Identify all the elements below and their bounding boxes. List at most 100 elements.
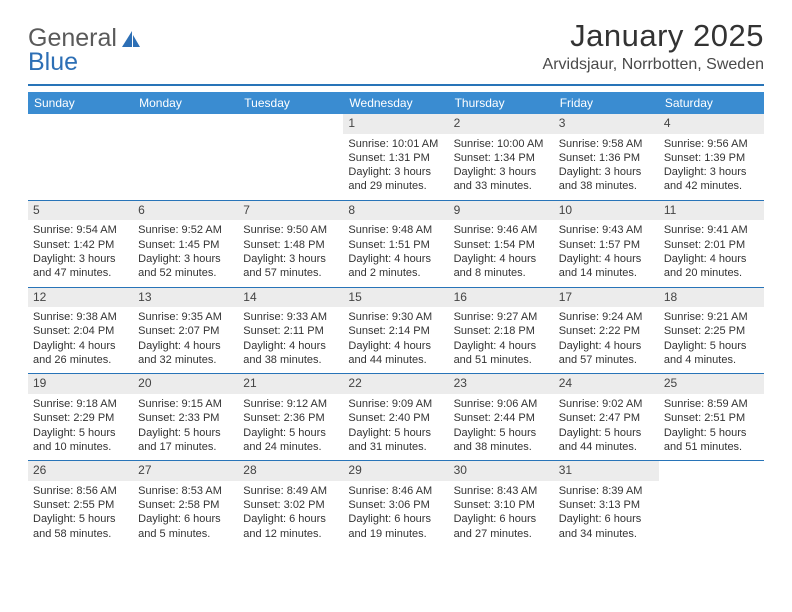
day-number: 6 (133, 201, 238, 221)
sunset-text: Sunset: 1:51 PM (348, 238, 443, 252)
daylight-text: Daylight: 3 hours and 47 minutes. (33, 252, 128, 281)
logo-text-2: Blue (28, 48, 78, 77)
calendar-day-cell: 31Sunrise: 8:39 AMSunset: 3:13 PMDayligh… (554, 461, 659, 547)
daylight-text: Daylight: 3 hours and 57 minutes. (243, 252, 338, 281)
day-number: 7 (238, 201, 343, 221)
sunrise-text: Sunrise: 9:30 AM (348, 310, 443, 324)
calendar-day-cell: 5Sunrise: 9:54 AMSunset: 1:42 PMDaylight… (28, 200, 133, 287)
sunrise-text: Sunrise: 8:56 AM (33, 484, 128, 498)
day-number: 24 (554, 374, 659, 394)
day-number: 2 (449, 114, 554, 134)
day-details: Sunrise: 9:33 AMSunset: 2:11 PMDaylight:… (242, 310, 339, 367)
sunset-text: Sunset: 1:48 PM (243, 238, 338, 252)
sunset-text: Sunset: 2:51 PM (664, 411, 759, 425)
sunset-text: Sunset: 3:02 PM (243, 498, 338, 512)
sunset-text: Sunset: 2:14 PM (348, 324, 443, 338)
weekday-header: Friday (554, 92, 659, 114)
weekday-header: Wednesday (343, 92, 448, 114)
sunrise-text: Sunrise: 9:48 AM (348, 223, 443, 237)
day-details: Sunrise: 9:09 AMSunset: 2:40 PMDaylight:… (347, 397, 444, 454)
calendar-day-cell (28, 114, 133, 200)
weekday-header: Sunday (28, 92, 133, 114)
sunrise-text: Sunrise: 8:46 AM (348, 484, 443, 498)
daylight-text: Daylight: 4 hours and 57 minutes. (559, 339, 654, 368)
sunrise-text: Sunrise: 9:21 AM (664, 310, 759, 324)
day-details: Sunrise: 9:12 AMSunset: 2:36 PMDaylight:… (242, 397, 339, 454)
day-details: Sunrise: 9:27 AMSunset: 2:18 PMDaylight:… (453, 310, 550, 367)
sunrise-text: Sunrise: 9:38 AM (33, 310, 128, 324)
calendar-day-cell (133, 114, 238, 200)
sunset-text: Sunset: 2:44 PM (454, 411, 549, 425)
day-details: Sunrise: 8:43 AMSunset: 3:10 PMDaylight:… (453, 484, 550, 541)
day-details: Sunrise: 9:54 AMSunset: 1:42 PMDaylight:… (32, 223, 129, 280)
weekday-header: Saturday (659, 92, 764, 114)
day-details: Sunrise: 10:00 AMSunset: 1:34 PMDaylight… (453, 137, 550, 194)
daylight-text: Daylight: 5 hours and 17 minutes. (138, 426, 233, 455)
calendar-day-cell: 12Sunrise: 9:38 AMSunset: 2:04 PMDayligh… (28, 287, 133, 374)
sunset-text: Sunset: 3:13 PM (559, 498, 654, 512)
daylight-text: Daylight: 4 hours and 32 minutes. (138, 339, 233, 368)
day-number: 16 (449, 288, 554, 308)
sunrise-text: Sunrise: 9:35 AM (138, 310, 233, 324)
sunset-text: Sunset: 2:47 PM (559, 411, 654, 425)
day-details: Sunrise: 9:21 AMSunset: 2:25 PMDaylight:… (663, 310, 760, 367)
sunrise-text: Sunrise: 9:18 AM (33, 397, 128, 411)
logo-sail-icon (120, 29, 142, 49)
sunrise-text: Sunrise: 8:53 AM (138, 484, 233, 498)
day-number: 29 (343, 461, 448, 481)
daylight-text: Daylight: 6 hours and 34 minutes. (559, 512, 654, 541)
sunrise-text: Sunrise: 8:59 AM (664, 397, 759, 411)
calendar-day-cell: 13Sunrise: 9:35 AMSunset: 2:07 PMDayligh… (133, 287, 238, 374)
calendar-week-row: 5Sunrise: 9:54 AMSunset: 1:42 PMDaylight… (28, 200, 764, 287)
weekday-header: Monday (133, 92, 238, 114)
day-number: 18 (659, 288, 764, 308)
calendar-day-cell: 26Sunrise: 8:56 AMSunset: 2:55 PMDayligh… (28, 461, 133, 547)
day-number: 4 (659, 114, 764, 134)
sunset-text: Sunset: 2:58 PM (138, 498, 233, 512)
calendar-day-cell: 7Sunrise: 9:50 AMSunset: 1:48 PMDaylight… (238, 200, 343, 287)
day-details: Sunrise: 9:41 AMSunset: 2:01 PMDaylight:… (663, 223, 760, 280)
calendar-day-cell: 10Sunrise: 9:43 AMSunset: 1:57 PMDayligh… (554, 200, 659, 287)
day-details: Sunrise: 9:52 AMSunset: 1:45 PMDaylight:… (137, 223, 234, 280)
weekday-header: Thursday (449, 92, 554, 114)
day-number: 31 (554, 461, 659, 481)
day-details: Sunrise: 9:30 AMSunset: 2:14 PMDaylight:… (347, 310, 444, 367)
day-details: Sunrise: 9:15 AMSunset: 2:33 PMDaylight:… (137, 397, 234, 454)
day-details: Sunrise: 9:38 AMSunset: 2:04 PMDaylight:… (32, 310, 129, 367)
sunrise-text: Sunrise: 9:43 AM (559, 223, 654, 237)
daylight-text: Daylight: 4 hours and 8 minutes. (454, 252, 549, 281)
calendar-week-row: 19Sunrise: 9:18 AMSunset: 2:29 PMDayligh… (28, 374, 764, 461)
daylight-text: Daylight: 6 hours and 27 minutes. (454, 512, 549, 541)
sunrise-text: Sunrise: 9:12 AM (243, 397, 338, 411)
day-number: 11 (659, 201, 764, 221)
day-details: Sunrise: 8:56 AMSunset: 2:55 PMDaylight:… (32, 484, 129, 541)
sunset-text: Sunset: 1:42 PM (33, 238, 128, 252)
calendar-day-cell: 20Sunrise: 9:15 AMSunset: 2:33 PMDayligh… (133, 374, 238, 461)
daylight-text: Daylight: 4 hours and 38 minutes. (243, 339, 338, 368)
calendar-day-cell: 23Sunrise: 9:06 AMSunset: 2:44 PMDayligh… (449, 374, 554, 461)
sunrise-text: Sunrise: 9:54 AM (33, 223, 128, 237)
sunset-text: Sunset: 2:04 PM (33, 324, 128, 338)
sunrise-text: Sunrise: 8:49 AM (243, 484, 338, 498)
daylight-text: Daylight: 3 hours and 52 minutes. (138, 252, 233, 281)
day-number: 12 (28, 288, 133, 308)
calendar-day-cell: 27Sunrise: 8:53 AMSunset: 2:58 PMDayligh… (133, 461, 238, 547)
calendar-day-cell: 29Sunrise: 8:46 AMSunset: 3:06 PMDayligh… (343, 461, 448, 547)
calendar-day-cell: 1Sunrise: 10:01 AMSunset: 1:31 PMDayligh… (343, 114, 448, 200)
calendar-day-cell (238, 114, 343, 200)
day-details: Sunrise: 9:58 AMSunset: 1:36 PMDaylight:… (558, 137, 655, 194)
day-number: 21 (238, 374, 343, 394)
day-details: Sunrise: 9:50 AMSunset: 1:48 PMDaylight:… (242, 223, 339, 280)
location-label: Arvidsjaur, Norrbotten, Sweden (543, 56, 764, 74)
calendar-day-cell: 8Sunrise: 9:48 AMSunset: 1:51 PMDaylight… (343, 200, 448, 287)
calendar-day-cell: 3Sunrise: 9:58 AMSunset: 1:36 PMDaylight… (554, 114, 659, 200)
sunrise-text: Sunrise: 9:24 AM (559, 310, 654, 324)
calendar-day-cell: 4Sunrise: 9:56 AMSunset: 1:39 PMDaylight… (659, 114, 764, 200)
daylight-text: Daylight: 6 hours and 19 minutes. (348, 512, 443, 541)
calendar-day-cell: 18Sunrise: 9:21 AMSunset: 2:25 PMDayligh… (659, 287, 764, 374)
sunset-text: Sunset: 1:36 PM (559, 151, 654, 165)
sunset-text: Sunset: 2:55 PM (33, 498, 128, 512)
sunset-text: Sunset: 2:25 PM (664, 324, 759, 338)
daylight-text: Daylight: 3 hours and 42 minutes. (664, 165, 759, 194)
sunset-text: Sunset: 2:18 PM (454, 324, 549, 338)
